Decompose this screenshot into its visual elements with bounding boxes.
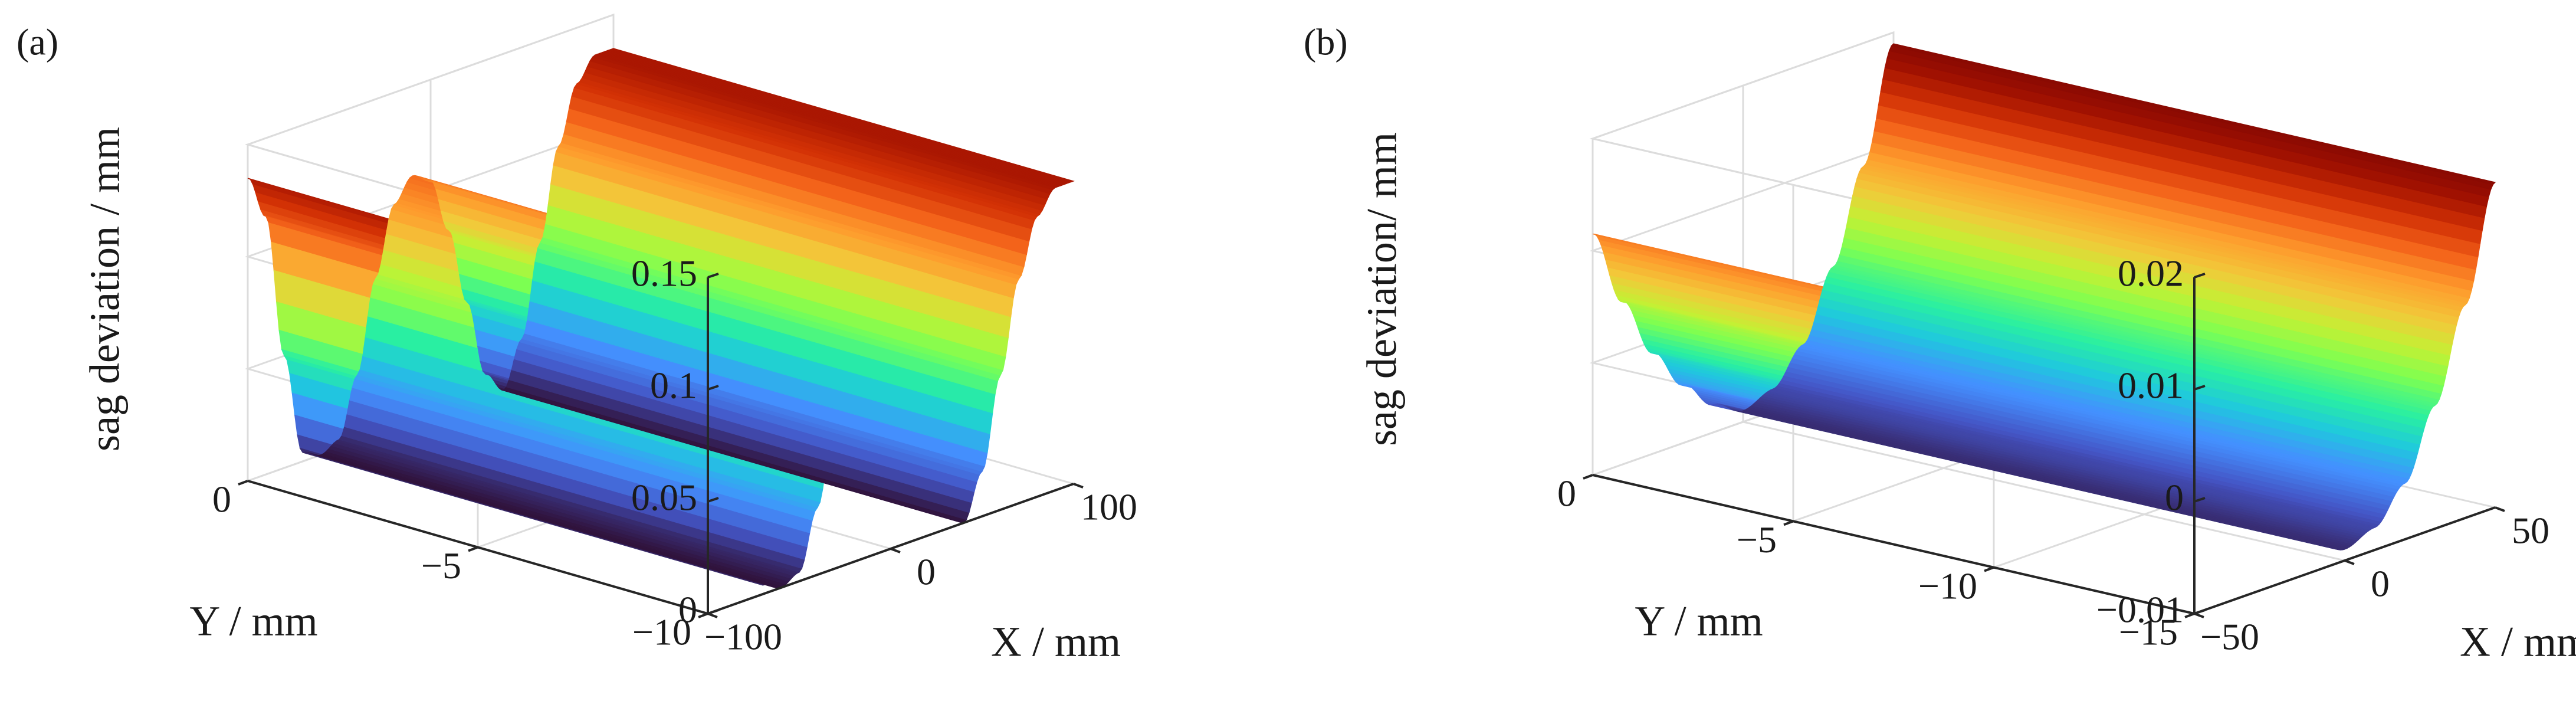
x-tick-label: 50 xyxy=(2512,510,2549,552)
y-tick-label: −5 xyxy=(421,545,461,587)
z-axis-label: sag deviation / mm xyxy=(81,127,129,451)
z-tick-label: −0.01 xyxy=(2096,589,2184,631)
surface-strip xyxy=(1891,43,2496,185)
y-tick xyxy=(2184,612,2195,618)
y-tick-label: 0 xyxy=(1557,473,1576,515)
z-tick-label: 0.01 xyxy=(2118,365,2184,407)
y-tick xyxy=(698,612,708,618)
x-tick xyxy=(2344,559,2355,565)
surface xyxy=(1592,43,2496,551)
axes: −0.01 0 0.01 0.02 0 −5 −10 −15 −50 0 50 xyxy=(1557,253,2549,658)
surface-strip xyxy=(609,48,1075,183)
panel-label: (b) xyxy=(1304,21,1348,63)
z-tick xyxy=(2194,497,2206,503)
z-tick-label: 0 xyxy=(678,589,697,631)
x-tick xyxy=(1073,483,1084,489)
z-axis-label: sag deviation/ mm xyxy=(1358,132,1406,446)
z-tick xyxy=(2194,273,2206,278)
x-tick-label: −50 xyxy=(2200,616,2259,658)
z-tick xyxy=(707,497,719,503)
y-tick xyxy=(1783,520,1794,526)
y-tick-label: −15 xyxy=(2119,611,2178,653)
x-axis-label: X / mm xyxy=(2460,618,2576,666)
surface xyxy=(247,48,1075,589)
z-tick-label: 0.05 xyxy=(631,477,697,519)
x-tick-label: 0 xyxy=(2371,563,2390,605)
panel-b: −0.01 0 0.01 0.02 0 −5 −10 −15 −50 0 50 X / mm Y / m… xyxy=(1304,21,2576,666)
z-tick xyxy=(707,273,719,278)
y-tick-label: −10 xyxy=(632,611,691,653)
x-tick xyxy=(2194,612,2204,618)
panel-label: (a) xyxy=(17,21,58,63)
y-tick-label: −5 xyxy=(1737,519,1777,561)
x-tick xyxy=(707,612,718,618)
x-tick xyxy=(890,548,901,553)
z-tick-label: 0 xyxy=(2165,477,2184,519)
y-axis-label: Y / mm xyxy=(1635,598,1763,645)
z-tick-label: 0.02 xyxy=(2118,253,2184,294)
y-axis-line xyxy=(1592,474,2195,615)
y-tick-label: 0 xyxy=(212,479,231,520)
y-tick xyxy=(468,546,478,552)
z-tick-label: 0.15 xyxy=(631,253,697,294)
x-tick-label: 100 xyxy=(1081,486,1137,528)
x-tick-label: −100 xyxy=(704,616,782,658)
y-tick xyxy=(238,480,248,486)
x-tick-label: 0 xyxy=(917,551,936,593)
x-axis-label: X / mm xyxy=(991,618,1121,666)
y-tick xyxy=(1984,566,1994,572)
y-tick xyxy=(1583,474,1593,480)
y-tick-label: −10 xyxy=(1918,565,1977,607)
z-tick xyxy=(707,385,719,391)
x-tick xyxy=(2495,506,2505,512)
z-tick xyxy=(2194,385,2206,391)
z-tick-label: 0.1 xyxy=(650,365,697,407)
y-axis-label: Y / mm xyxy=(189,598,317,645)
